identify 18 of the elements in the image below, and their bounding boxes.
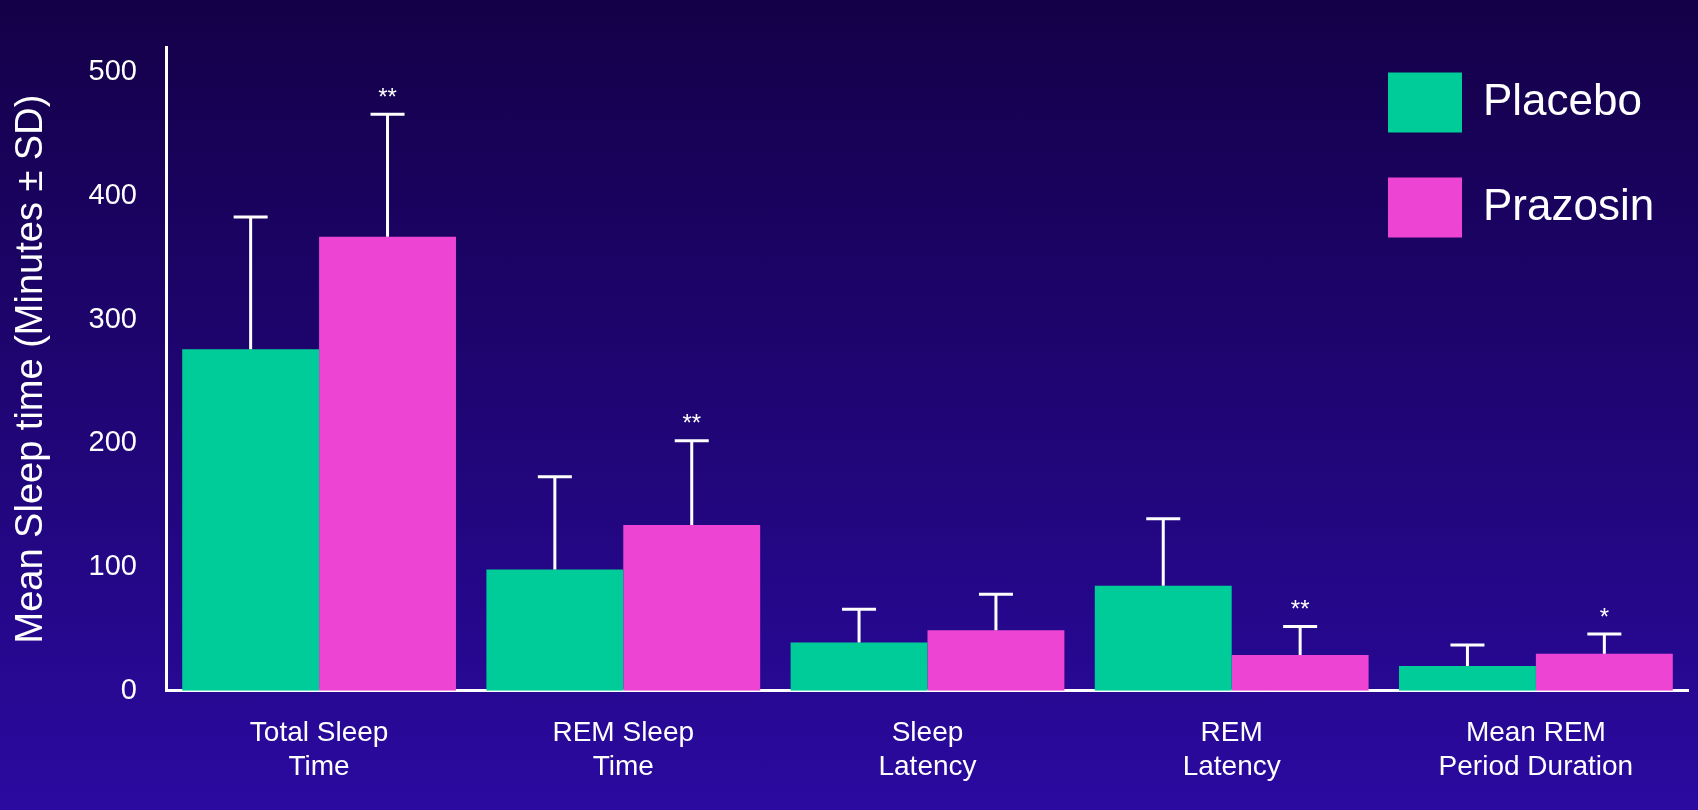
y-tick-label: 100 [88, 549, 137, 582]
y-tick-label: 500 [88, 54, 137, 87]
annotation: ** [682, 409, 702, 437]
y-axis-title: Mean Sleep time (Minutes ± SD) [8, 94, 51, 644]
y-tick-label: 300 [88, 301, 137, 334]
legend-label: Prazosin [1483, 179, 1655, 229]
legend-label: Placebo [1483, 74, 1643, 124]
annotation: ** [1290, 595, 1310, 623]
y-tick-label: 0 [120, 672, 137, 705]
x-tick-label: Total Sleep Time [249, 716, 389, 781]
annotation: * [1599, 602, 1610, 630]
y-tick-label: 200 [88, 425, 137, 458]
x-tick-label: Sleep Latency [878, 716, 977, 781]
y-tick-label: 400 [88, 177, 137, 210]
annotation: ** [378, 82, 397, 110]
x-tick-label: Mean REM Period Duration [1438, 716, 1634, 781]
x-tick-label: REM Sleep Time [552, 716, 695, 781]
x-tick-label: REM Latency [1182, 716, 1281, 781]
